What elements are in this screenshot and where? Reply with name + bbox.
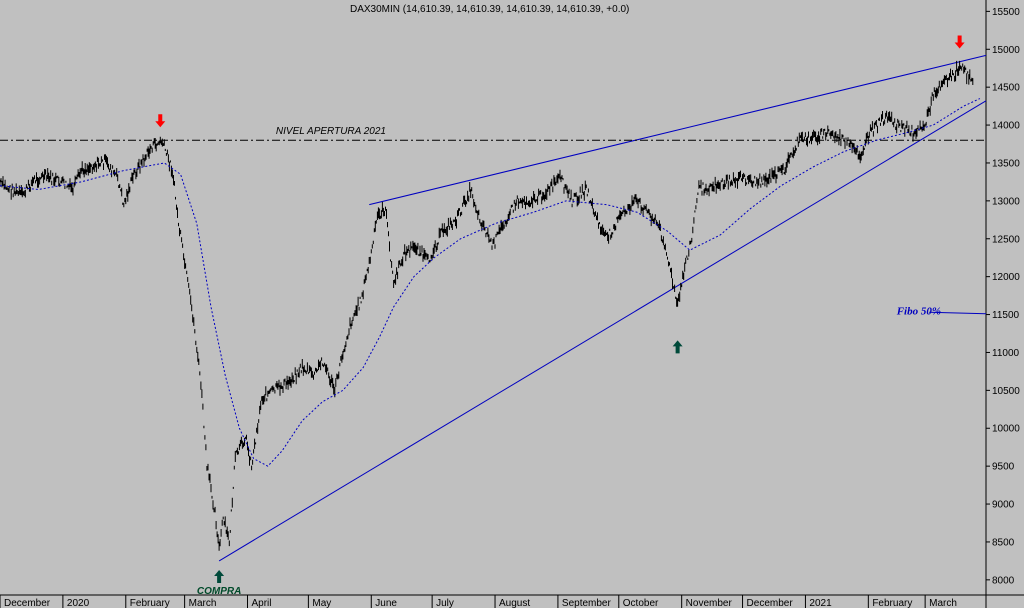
y-tick-label: 8000 bbox=[992, 575, 1015, 586]
y-tick-label: 9500 bbox=[992, 462, 1015, 473]
x-tick-label: December bbox=[747, 598, 794, 608]
y-axis: 8000 8500 9000 9500 10000 10500 11000 11500 1200… bbox=[986, 7, 1020, 586]
up-arrow-icon bbox=[214, 570, 225, 584]
down-arrow-icon bbox=[155, 114, 166, 128]
y-tick-label: 10000 bbox=[992, 424, 1020, 435]
y-tick-label: 9000 bbox=[992, 500, 1015, 511]
x-tick-label: October bbox=[623, 598, 659, 608]
annotation-label: Fibo 50% bbox=[896, 306, 941, 318]
up-arrow-icon bbox=[672, 340, 683, 354]
y-tick-label: 8500 bbox=[992, 537, 1015, 548]
trendline bbox=[369, 54, 987, 206]
trendline bbox=[218, 100, 987, 562]
down-arrow-icon bbox=[954, 35, 965, 49]
y-tick-label: 13000 bbox=[992, 196, 1020, 207]
y-tick-label: 15000 bbox=[992, 45, 1020, 56]
y-tick-label: 12000 bbox=[992, 272, 1020, 283]
x-tick-label: March bbox=[189, 598, 217, 608]
x-tick-label: June bbox=[375, 598, 397, 608]
x-tick-label: March bbox=[929, 598, 957, 608]
y-tick-label: 12500 bbox=[992, 234, 1020, 245]
x-tick-label: September bbox=[562, 598, 612, 608]
y-tick-label: 15500 bbox=[992, 7, 1020, 18]
x-tick-label: April bbox=[252, 598, 272, 608]
y-tick-label: 14500 bbox=[992, 83, 1020, 94]
x-tick-label: November bbox=[686, 598, 733, 608]
x-tick-label: August bbox=[499, 598, 530, 608]
y-tick-label: 14000 bbox=[992, 121, 1020, 132]
x-tick-label: December bbox=[4, 598, 51, 608]
annotations: NIVEL APERTURA 2021 Fibo 50% COMPRA bbox=[197, 126, 941, 597]
price-bars bbox=[0, 60, 974, 551]
x-tick-label: February bbox=[130, 598, 170, 608]
annotation-label: COMPRA bbox=[197, 586, 241, 597]
y-tick-label: 11000 bbox=[992, 348, 1020, 359]
y-tick-label: 11500 bbox=[992, 310, 1020, 321]
x-tick-label: 2021 bbox=[809, 598, 832, 608]
x-axis: December 2020 February March April May June Jul… bbox=[0, 595, 957, 608]
y-tick-label: 10500 bbox=[992, 386, 1020, 397]
annotation-label: NIVEL APERTURA 2021 bbox=[276, 126, 386, 137]
chart-title: DAX30MIN (14,610.39, 14,610.39, 14,610.3… bbox=[350, 4, 629, 15]
x-tick-label: July bbox=[436, 598, 454, 608]
x-tick-label: May bbox=[312, 598, 331, 608]
trendlines bbox=[0, 54, 987, 562]
arrows bbox=[155, 35, 965, 584]
moving-average-line bbox=[0, 98, 981, 467]
trendline bbox=[929, 311, 987, 315]
x-tick-label: February bbox=[872, 598, 912, 608]
y-tick-label: 13500 bbox=[992, 158, 1020, 169]
x-tick-label: 2020 bbox=[67, 598, 90, 608]
series-layer bbox=[0, 60, 981, 551]
